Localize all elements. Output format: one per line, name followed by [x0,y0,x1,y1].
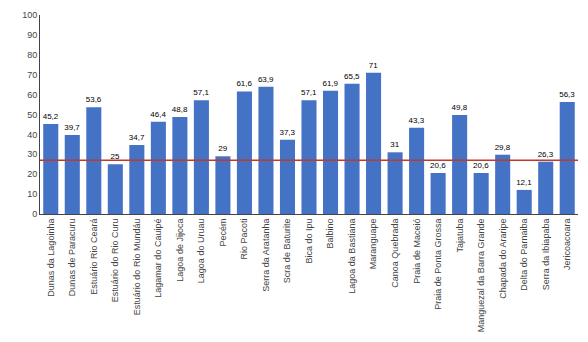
svg-text:65,5: 65,5 [344,72,360,81]
svg-text:Estuário do Rio Mundáu: Estuário do Rio Mundáu [132,219,142,316]
svg-text:61,6: 61,6 [236,79,252,88]
svg-text:57,1: 57,1 [193,88,209,97]
svg-text:45,2: 45,2 [43,112,59,121]
svg-text:60: 60 [27,90,37,100]
svg-text:Lagoa do Uruau: Lagoa do Uruau [196,219,206,284]
svg-text:43,3: 43,3 [409,116,425,125]
svg-text:71: 71 [369,61,378,70]
svg-text:Balbino: Balbino [325,219,335,249]
svg-text:57,1: 57,1 [301,88,317,97]
svg-text:40: 40 [27,130,37,140]
svg-text:Rio Pacoti: Rio Pacoti [239,219,249,260]
svg-text:Lagamar do Cauipé: Lagamar do Cauipé [153,219,163,298]
svg-text:20,6: 20,6 [430,161,446,170]
svg-text:26,3: 26,3 [538,150,554,159]
svg-text:Estuário Rio Ceará: Estuário Rio Ceará [89,219,99,295]
svg-text:Scra de Baturite: Scra de Baturite [282,219,292,284]
svg-text:Tajatuba: Tajatuba [455,219,465,253]
svg-text:Dunas de Paracuru: Dunas de Paracuru [67,219,77,297]
svg-text:Pecém: Pecém [218,219,228,247]
svg-text:53,6: 53,6 [86,95,102,104]
svg-text:Lagoa da Bastiana: Lagoa da Bastiana [347,219,357,294]
svg-text:39,7: 39,7 [64,123,80,132]
svg-text:Serra da Ibiapaba: Serra da Ibiapaba [541,219,551,291]
svg-text:61,9: 61,9 [322,79,338,88]
svg-text:Estuário do Rio Curu: Estuário do Rio Curu [110,219,120,303]
svg-text:31: 31 [390,140,399,149]
svg-text:56,3: 56,3 [559,90,575,99]
svg-text:100: 100 [22,10,37,20]
svg-text:Dunas da Lagoinha: Dunas da Lagoinha [46,219,56,297]
svg-text:48,8: 48,8 [172,105,188,114]
svg-text:20,6: 20,6 [473,161,489,170]
svg-text:12,1: 12,1 [516,178,532,187]
svg-text:63,9: 63,9 [258,75,274,84]
svg-text:Bica do Ipu: Bica do Ipu [304,219,314,264]
svg-text:Delta do Parnaiba: Delta do Parnaiba [519,219,529,291]
svg-text:50: 50 [27,110,37,120]
svg-text:34,7: 34,7 [129,133,145,142]
svg-text:Praia de Maceió: Praia de Maceió [412,219,422,284]
svg-text:49,8: 49,8 [452,103,468,112]
svg-text:Chapada do Araripe: Chapada do Araripe [498,219,508,299]
svg-text:Lagoa de Jijoca: Lagoa de Jijoca [175,219,185,282]
svg-text:Praia de Ponta Grossa: Praia de Ponta Grossa [433,219,443,310]
svg-text:25: 25 [111,152,120,161]
svg-text:20: 20 [27,169,37,179]
svg-text:29,8: 29,8 [495,143,511,152]
svg-text:90: 90 [27,30,37,40]
svg-text:Serra da Aratanha: Serra da Aratanha [261,219,271,292]
svg-text:46,4: 46,4 [150,110,166,119]
svg-text:Maranguape: Maranguape [368,219,378,270]
svg-text:30: 30 [27,149,37,159]
svg-text:Jericoacoara: Jericoacoara [562,219,572,271]
svg-text:29: 29 [218,144,227,153]
svg-text:70: 70 [27,70,37,80]
svg-text:0: 0 [32,209,37,219]
svg-text:37,3: 37,3 [279,128,295,137]
svg-text:80: 80 [27,50,37,60]
svg-text:Canoa Quebrada: Canoa Quebrada [390,219,400,288]
svg-text:Manguezal da Barra Grande: Manguezal da Barra Grande [476,219,486,333]
svg-text:10: 10 [27,189,37,199]
